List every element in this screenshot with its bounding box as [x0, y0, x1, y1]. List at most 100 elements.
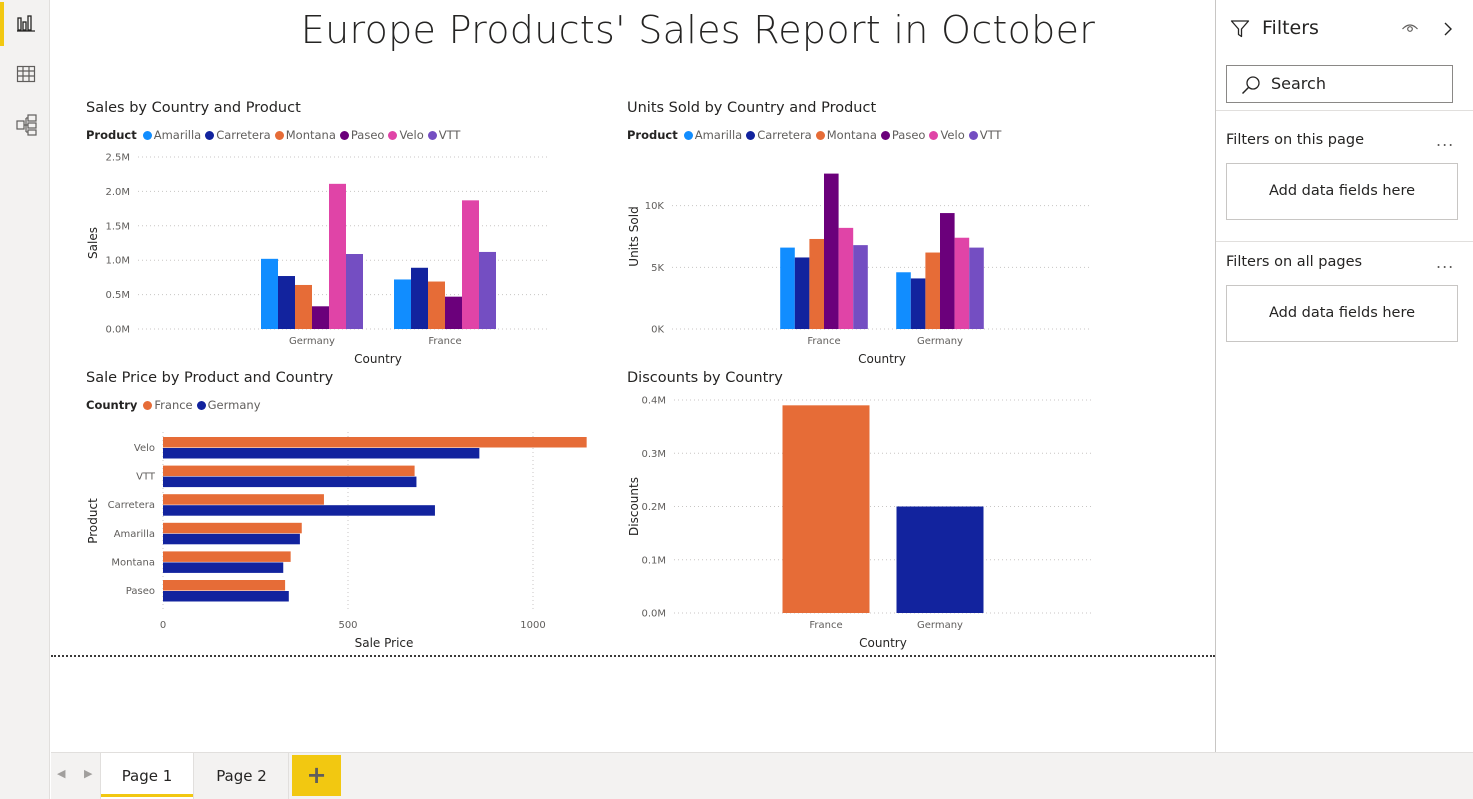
bar-amarilla-germany [261, 258, 278, 329]
search-input[interactable] [1271, 74, 1441, 93]
tab-page-1[interactable]: Page 1 [100, 753, 194, 799]
filters-divider [1216, 110, 1473, 111]
bar-germany-velo [163, 448, 480, 459]
collapse-pane-icon[interactable] [1442, 21, 1454, 37]
bar-france-carretera [163, 494, 324, 505]
legend-label: Carretera [216, 128, 271, 142]
data-view-icon [16, 65, 36, 83]
report-title: Europe Products' Sales Report in October [300, 8, 1096, 52]
bar-vtt-france [479, 251, 496, 329]
page-boundary-line [51, 655, 1215, 657]
more-options-button[interactable]: ... [1436, 253, 1455, 272]
legend-item[interactable]: VTT [427, 128, 460, 142]
previous-page-icon[interactable]: ◀ [57, 767, 66, 780]
chart-legend: Product Amarilla Carretera Montana Paseo Vel… [86, 128, 464, 142]
bar-paseo-germany [940, 213, 955, 329]
legend-item[interactable]: Montana [815, 128, 877, 142]
legend-title: Product [86, 128, 137, 142]
filters-on-all-pages-label: Filters on all pages [1226, 254, 1363, 270]
y-tick-label: 0.0M [641, 609, 666, 620]
units-sold-chart[interactable]: Units Sold by Country and Product Produc… [627, 100, 1097, 370]
legend-title: Product [627, 128, 678, 142]
legend-item[interactable]: Amarilla [142, 128, 202, 142]
add-page-button[interactable]: + [292, 755, 341, 796]
bar-germany-vtt [163, 476, 417, 488]
legend-item[interactable]: Germany [196, 398, 261, 412]
legend-item[interactable]: Amarilla [683, 128, 742, 142]
view-switcher [0, 0, 50, 799]
y-tick-label: 0.4M [641, 396, 666, 407]
x-axis-title: Country [354, 352, 402, 366]
legend-marker [427, 130, 437, 140]
plot-area: 0K 5K 10K France Germany Country Units Sold [627, 173, 1092, 366]
x-tick-label: Germany [917, 620, 963, 631]
data-view-button[interactable] [0, 51, 50, 97]
all-pages-dropzone[interactable]: Add data fields here [1226, 285, 1458, 342]
x-tick-label: Germany [289, 336, 335, 347]
legend-item[interactable]: Paseo [339, 128, 384, 142]
legend-item[interactable]: France [143, 398, 193, 412]
y-tick-label: 0.2M [641, 502, 666, 513]
chart-legend: Product Amarilla Carretera Montana Paseo Vel… [627, 128, 1005, 142]
chart-legend: Country France Germany [86, 398, 265, 412]
search-icon [1241, 76, 1260, 95]
bar-germany-paseo [163, 591, 289, 602]
filters-search-box[interactable] [1226, 65, 1453, 103]
bar-paseo-france [445, 296, 462, 329]
bar-germany-amarilla [163, 533, 300, 545]
legend-item[interactable]: Velo [388, 128, 424, 142]
this-page-dropzone[interactable]: Add data fields here [1226, 163, 1458, 220]
bar-vtt-france [853, 245, 868, 329]
legend-label: Velo [940, 128, 965, 142]
legend-marker [274, 130, 284, 140]
x-tick-label: 1000 [520, 620, 545, 631]
report-view-button[interactable] [0, 0, 50, 46]
legend-marker [196, 400, 206, 410]
bar-velo-germany [954, 237, 970, 329]
legend-item[interactable]: Carretera [746, 128, 812, 142]
y-tick-label: 10K [645, 201, 665, 212]
y-tick-label: 0.0M [105, 325, 130, 336]
plot-area: 0.0M 0.1M 0.2M 0.3M 0.4M France Germany Country… [627, 396, 1092, 650]
legend-label: Amarilla [153, 128, 202, 142]
bar-vtt-germany [969, 247, 984, 329]
model-view-icon [16, 114, 37, 136]
y-tick-label: 0.3M [641, 449, 666, 460]
y-tick-label: 0K [651, 325, 664, 336]
y-tick-label: Amarilla [114, 529, 155, 540]
legend-label: Velo [399, 128, 424, 142]
legend-label: Montana [826, 128, 877, 142]
filters-title: Filters [1262, 17, 1319, 39]
discounts-chart[interactable]: Discounts by Country 0.0M 0.1M 0.2M 0.3M 0.4… [627, 370, 1097, 650]
bar-montana-france [809, 238, 824, 329]
sale-price-chart[interactable]: Sale Price by Product and Country Countr… [86, 370, 626, 650]
legend-marker [142, 130, 152, 140]
y-tick-label: 2.0M [105, 187, 130, 198]
eye-icon[interactable] [1401, 21, 1419, 35]
bar-vtt-germany [346, 254, 363, 329]
bar-velo-germany [329, 183, 346, 329]
sales-chart[interactable]: Sales by Country and Product Product Ama… [86, 100, 626, 370]
y-tick-label: 5K [651, 263, 664, 274]
legend-item[interactable]: Paseo [880, 128, 925, 142]
legend-marker [205, 130, 215, 140]
y-axis-title: Discounts [627, 477, 641, 536]
legend-item[interactable]: Velo [929, 128, 965, 142]
model-view-button[interactable] [0, 101, 50, 147]
tab-page-2[interactable]: Page 2 [195, 753, 289, 799]
legend-marker [929, 130, 939, 140]
bar-germany-montana [163, 562, 284, 573]
bar-carretera-germany [910, 278, 926, 329]
legend-item[interactable]: Montana [274, 128, 336, 142]
y-tick-label: Velo [134, 443, 155, 454]
bar-carretera-france [794, 257, 810, 329]
filters-on-this-page-label: Filters on this page [1226, 132, 1365, 148]
bar-france-paseo [163, 580, 286, 591]
page-tabs-bar: ◀ ▶ Page 1 Page 2 + [51, 752, 1473, 799]
more-options-button[interactable]: ... [1436, 131, 1455, 150]
x-axis-title: Country [858, 352, 906, 366]
bar-carretera-france [411, 267, 428, 329]
legend-item[interactable]: Carretera [205, 128, 271, 142]
legend-item[interactable]: VTT [968, 128, 1001, 142]
next-page-icon[interactable]: ▶ [84, 767, 93, 780]
